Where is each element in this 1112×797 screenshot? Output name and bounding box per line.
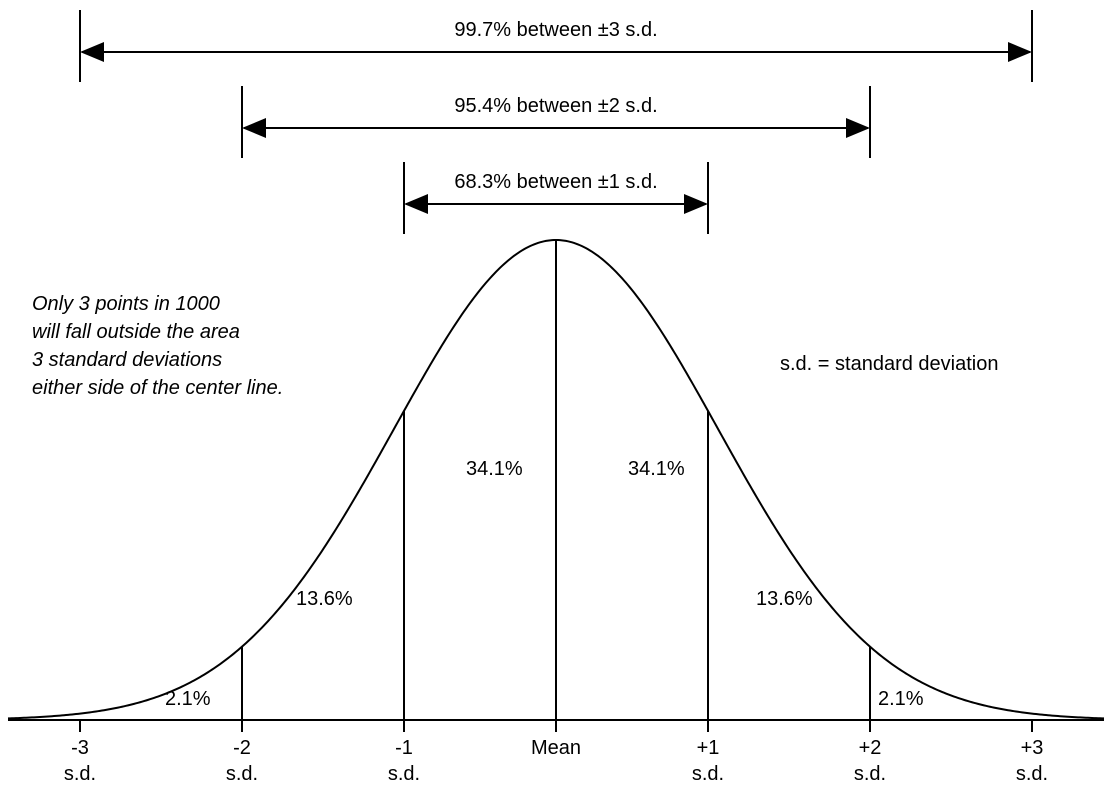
range-label: 68.3% between ±1 s.d.	[454, 171, 657, 193]
region-percentage-label: 13.6%	[756, 588, 813, 610]
sd-legend: s.d. = standard deviation	[780, 353, 998, 375]
left-note-line: either side of the center line.	[32, 377, 283, 399]
axis-label-top: Mean	[531, 737, 581, 759]
axis-label-top: +3	[1021, 737, 1044, 759]
range-label: 95.4% between ±2 s.d.	[454, 95, 657, 117]
region-percentage-label: 34.1%	[628, 458, 685, 480]
left-note-line: 3 standard deviations	[32, 349, 222, 371]
axis-label-bottom: s.d.	[692, 763, 724, 785]
axis-label-bottom: s.d.	[1016, 763, 1048, 785]
axis-label-bottom: s.d.	[64, 763, 96, 785]
axis-label-top: -3	[71, 737, 89, 759]
axis-label-top: -1	[395, 737, 413, 759]
region-percentage-label: 2.1%	[165, 688, 211, 710]
axis-label-top: +1	[697, 737, 720, 759]
axis-label-top: +2	[859, 737, 882, 759]
left-note-line: Only 3 points in 1000	[32, 293, 220, 315]
region-percentage-label: 13.6%	[296, 588, 353, 610]
region-percentage-label: 34.1%	[466, 458, 523, 480]
normal-distribution-diagram: -3 s.d. -2 s.d. -1 s.d. Mean +1 s.d. +2 s.d. +3 s.d.…	[0, 0, 1112, 797]
axis-label-bottom: s.d.	[854, 763, 886, 785]
axis-label-top: -2	[233, 737, 251, 759]
range-label: 99.7% between ±3 s.d.	[454, 19, 657, 41]
axis-label-bottom: s.d.	[388, 763, 420, 785]
region-percentage-label: 2.1%	[878, 688, 924, 710]
left-note-line: will fall outside the area	[32, 321, 240, 343]
axis-label-bottom: s.d.	[226, 763, 258, 785]
